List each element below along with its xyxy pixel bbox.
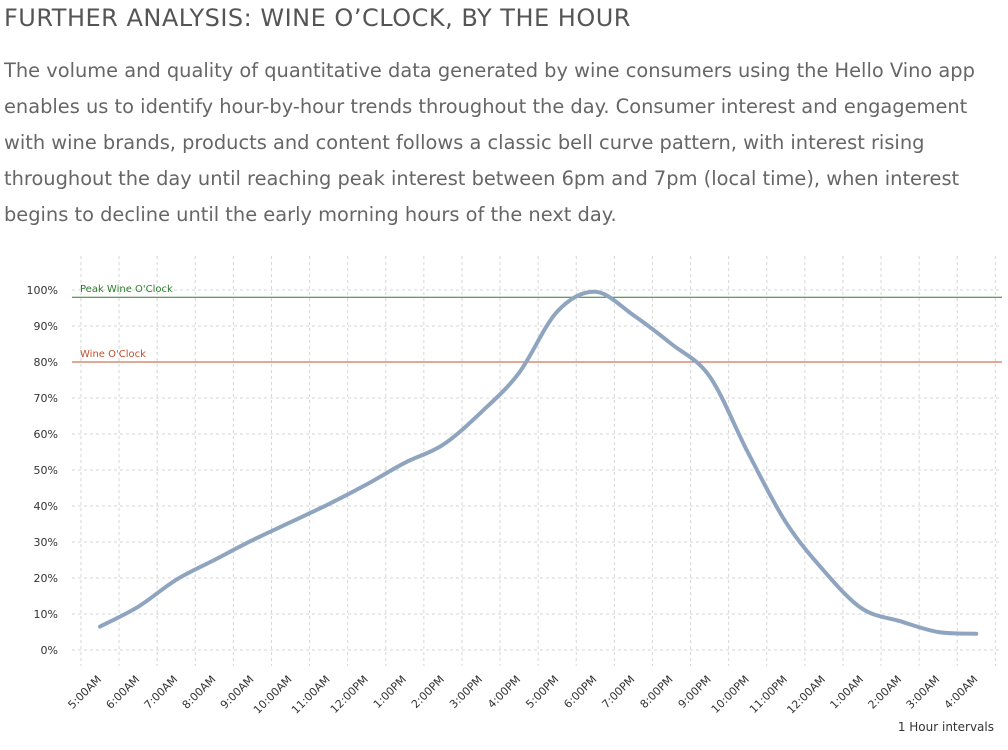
y-tick-label: 10%	[34, 608, 58, 621]
x-tick-label: 10:00PM	[709, 673, 752, 716]
x-tick-label: 3:00PM	[447, 673, 485, 711]
x-tick-label: 7:00PM	[599, 673, 637, 711]
x-tick-label: 10:00AM	[251, 673, 295, 717]
x-tick-label: 12:00AM	[784, 673, 828, 717]
x-tick-label: 11:00AM	[289, 673, 333, 717]
x-tick-label: 2:00PM	[409, 673, 447, 711]
y-tick-label: 20%	[34, 572, 58, 585]
x-axis-note: 1 Hour intervals	[898, 720, 994, 734]
x-tick-label: 8:00AM	[180, 673, 219, 712]
x-tick-label: 2:00AM	[866, 673, 905, 712]
y-tick-label: 100%	[27, 284, 58, 297]
reference-line-label: Wine O'Clock	[80, 349, 146, 360]
y-axis: 0% 10% 20% 30% 40% 50% 60% 70% 80% 90% 100%	[27, 284, 58, 657]
x-tick-label: 11:00PM	[747, 673, 790, 716]
y-tick-label: 30%	[34, 536, 58, 549]
y-tick-label: 90%	[34, 320, 58, 333]
y-tick-label: 80%	[34, 356, 58, 369]
y-tick-label: 70%	[34, 392, 58, 405]
x-tick-label: 1:00AM	[827, 673, 866, 712]
y-tick-label: 40%	[34, 500, 58, 513]
chart-grid	[72, 256, 1002, 666]
hourly-interest-chart: 0% 10% 20% 30% 40% 50% 60% 70% 80% 90% 100% 5:00AM…	[0, 250, 1008, 745]
x-tick-label: 1:00PM	[371, 673, 409, 711]
x-tick-label: 6:00AM	[104, 673, 143, 712]
x-tick-label: 4:00PM	[485, 673, 523, 711]
chart-svg: 0% 10% 20% 30% 40% 50% 60% 70% 80% 90% 100% 5:00AM…	[0, 250, 1008, 745]
x-tick-label: 9:00PM	[676, 673, 714, 711]
intro-paragraph: The volume and quality of quantitative d…	[4, 53, 1006, 233]
reference-line-label: Peak Wine O'Clock	[80, 284, 173, 295]
x-tick-label: 7:00AM	[142, 673, 181, 712]
x-tick-label: 6:00PM	[561, 673, 599, 711]
x-tick-label: 5:00PM	[523, 673, 561, 711]
x-tick-label: 8:00PM	[638, 673, 676, 711]
y-tick-label: 50%	[34, 464, 58, 477]
y-tick-label: 0%	[41, 644, 58, 657]
reference-lines: Peak Wine O'Clock Wine O'Clock	[72, 284, 1002, 362]
x-tick-label: 9:00AM	[218, 673, 257, 712]
x-tick-label: 5:00AM	[65, 673, 104, 712]
x-tick-label: 4:00AM	[942, 673, 981, 712]
y-tick-label: 60%	[34, 428, 58, 441]
x-tick-label: 12:00PM	[328, 673, 371, 716]
page-title: FURTHER ANALYSIS: WINE O’CLOCK, BY THE H…	[4, 4, 631, 32]
x-tick-label: 3:00AM	[904, 673, 943, 712]
